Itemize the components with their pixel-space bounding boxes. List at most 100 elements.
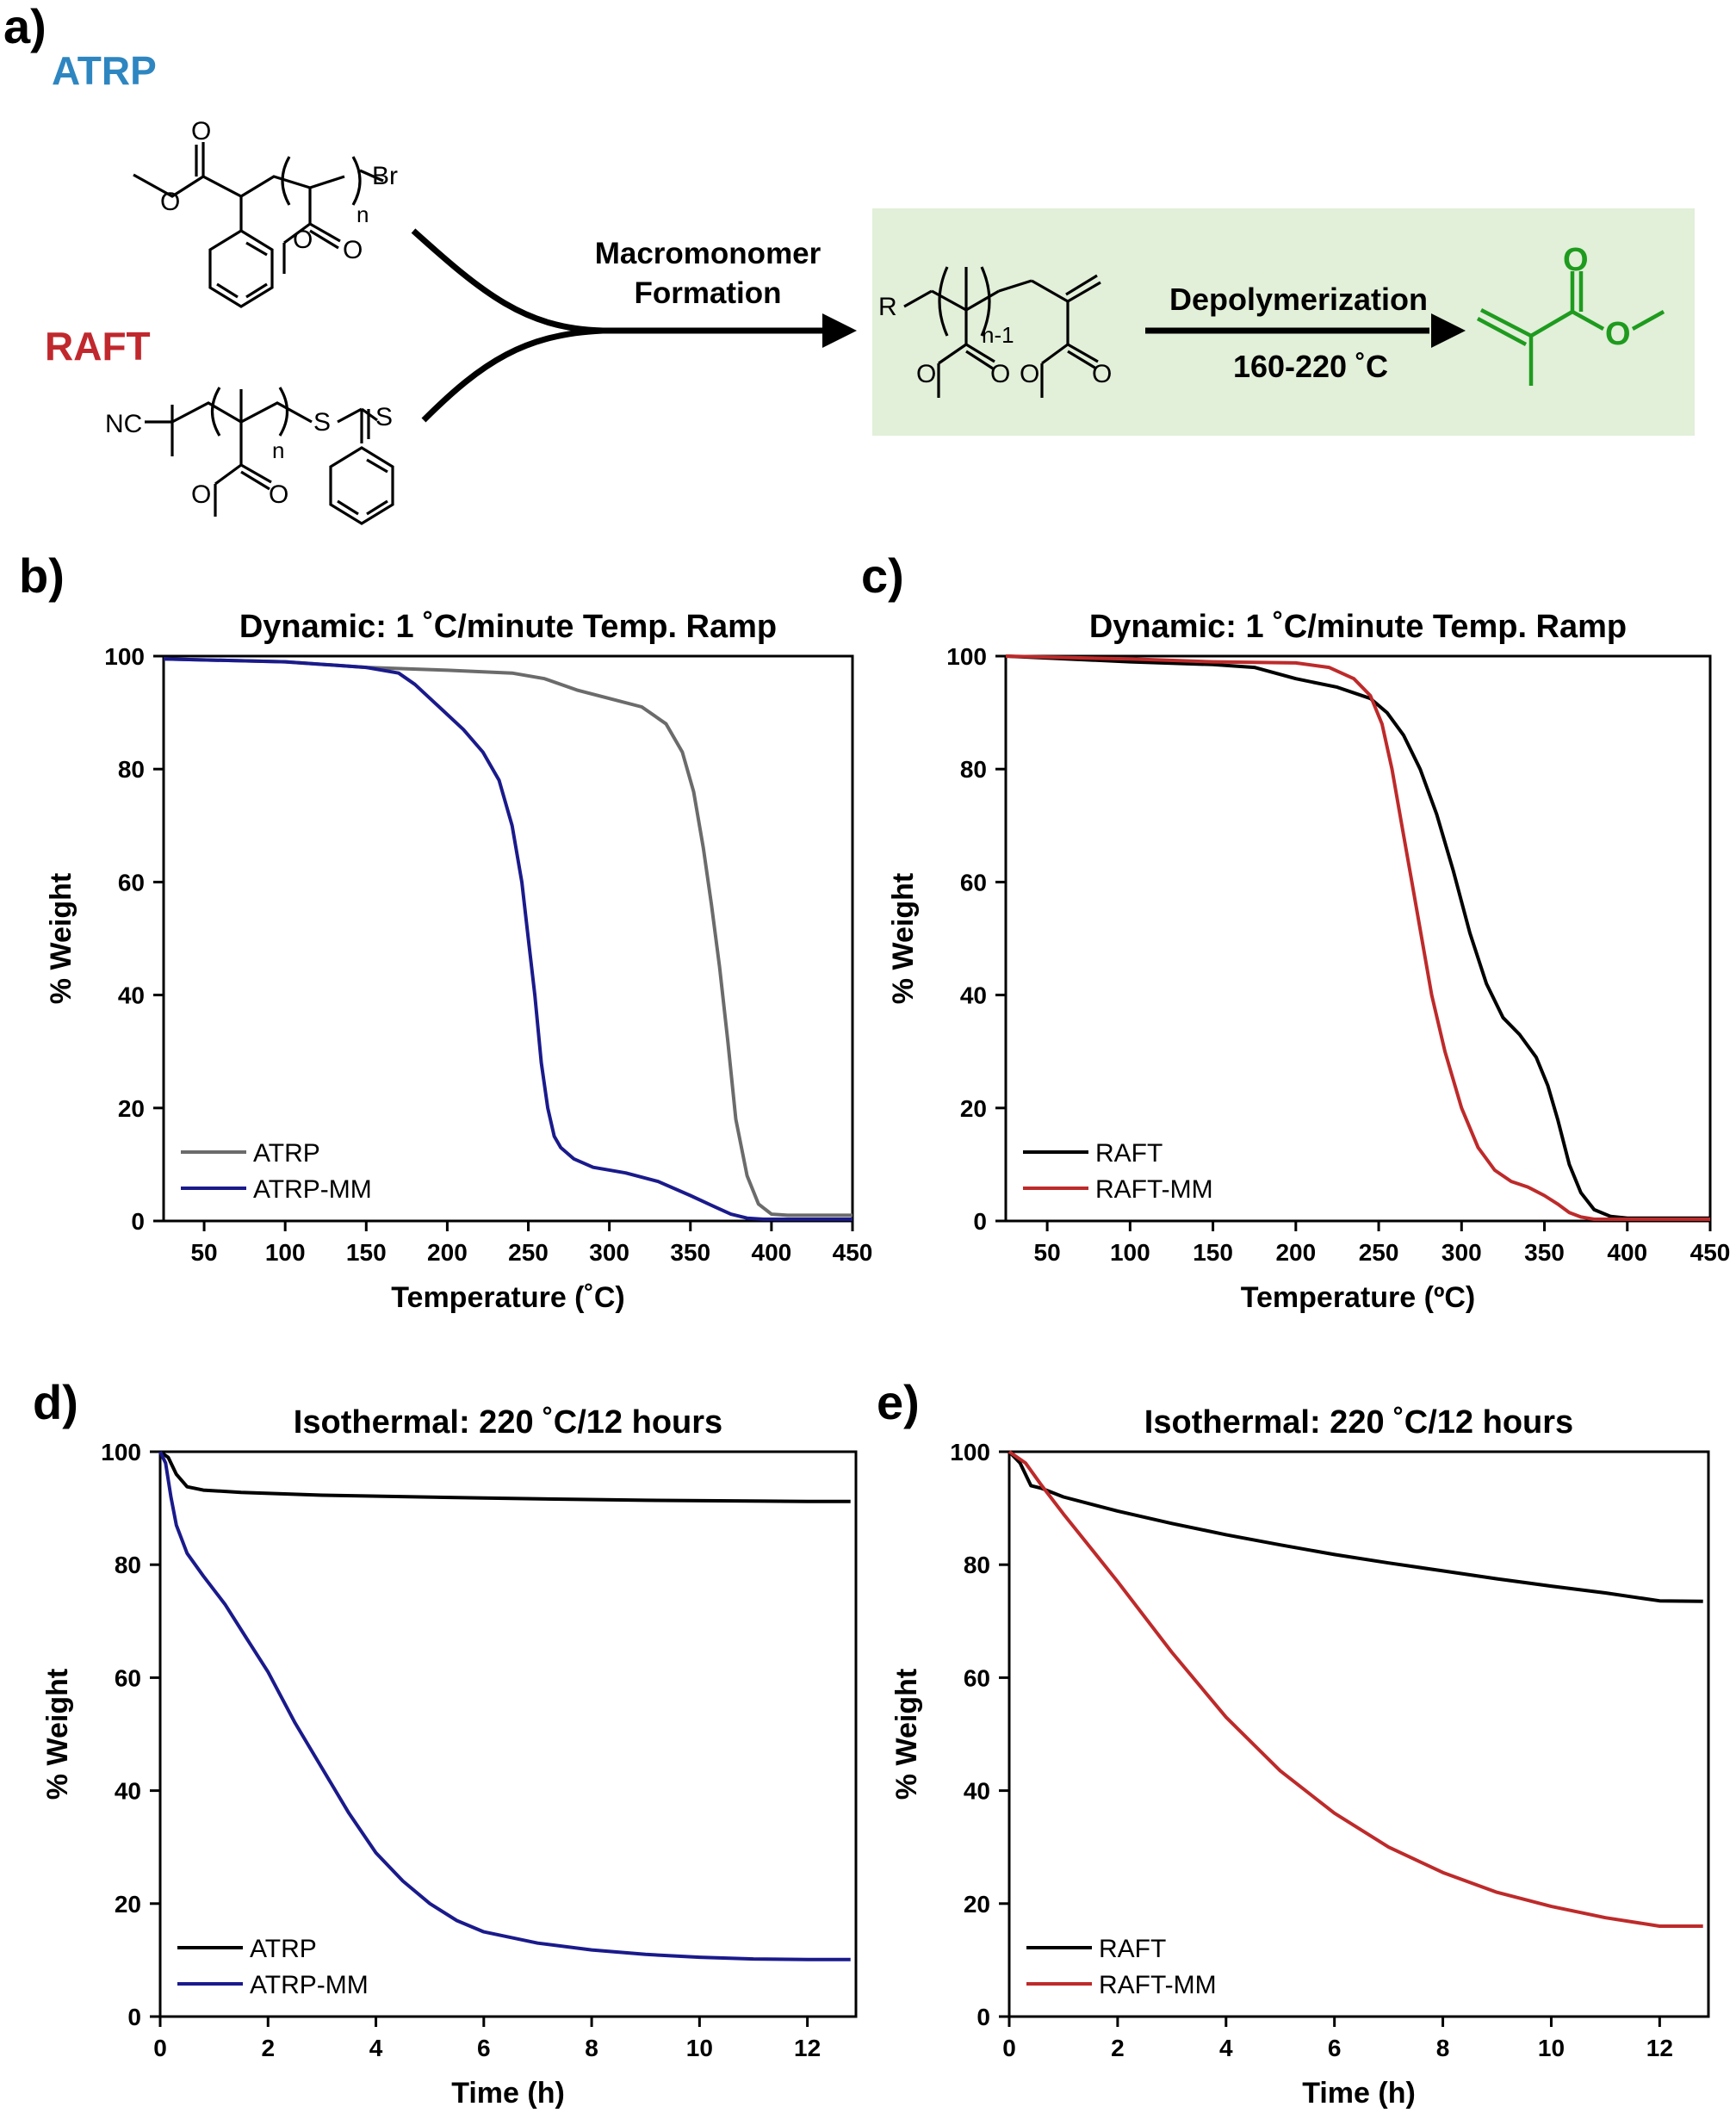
x-tick-label: 8 xyxy=(585,2035,598,2061)
series-line-atrp-mm xyxy=(158,1451,851,1961)
x-tick-label: 350 xyxy=(1524,1239,1565,1266)
plot-frame xyxy=(1004,654,1712,1223)
legend-label: RAFT-MM xyxy=(1099,1971,1217,1999)
y-tick-label: 20 xyxy=(960,1095,987,1122)
tga-isothermal-raft-chart: Isothermal: 220 ˚C/12 hours 0 2 4 6 8 10 12 0 20 4… xyxy=(890,1404,1710,2110)
y-tick-label: 100 xyxy=(104,643,145,670)
subscript-n: n xyxy=(356,201,369,227)
x-tick-label: 400 xyxy=(1607,1239,1647,1266)
atom-r: R xyxy=(878,293,897,321)
atom-o: O xyxy=(916,360,936,388)
panel-label-b: b) xyxy=(19,548,65,603)
x-tick-label: 350 xyxy=(670,1239,710,1266)
raft-label: RAFT xyxy=(45,324,151,369)
atom-s: S xyxy=(313,408,331,437)
y-tick-label: 60 xyxy=(964,1664,990,1691)
panel-label-c: c) xyxy=(861,548,904,603)
y-tick-label: 20 xyxy=(964,1891,990,1918)
plot-frame xyxy=(1008,1450,1710,2018)
atom-o: O xyxy=(990,360,1010,388)
y-tick-label: 80 xyxy=(964,1552,990,1578)
panel-label-e: e) xyxy=(877,1375,920,1429)
subscript-n-1: n-1 xyxy=(982,322,1014,348)
y-tick-label: 0 xyxy=(127,2004,141,2030)
arrow-label-formation: Formation xyxy=(634,276,781,310)
x-tick-label: 4 xyxy=(369,2035,383,2061)
arrow-label-conditions: 160-220 ˚C xyxy=(1233,349,1388,384)
y-tick-label: 100 xyxy=(946,643,987,670)
series-line-raft xyxy=(1008,1450,1703,1603)
arrow-label-macromonomer: Macromonomer xyxy=(595,237,822,270)
atom-o: O xyxy=(1563,242,1589,278)
x-tick-label: 6 xyxy=(477,2035,491,2061)
x-tick-label: 50 xyxy=(1034,1239,1061,1266)
x-tick-label: 250 xyxy=(508,1239,549,1266)
legend-label: RAFT-MM xyxy=(1095,1175,1213,1204)
legend-label: RAFT xyxy=(1099,1935,1166,1963)
atrp-label: ATRP xyxy=(52,48,157,93)
converging-arrow xyxy=(411,228,825,423)
x-tick-label: 50 xyxy=(190,1239,217,1266)
y-tick-label: 0 xyxy=(976,2004,990,2030)
x-tick-label: 150 xyxy=(346,1239,387,1266)
x-tick-label: 8 xyxy=(1436,2035,1450,2061)
y-tick-label: 80 xyxy=(118,756,145,783)
series-line-atrp xyxy=(158,1450,851,1503)
x-tick-label: 100 xyxy=(1110,1239,1150,1266)
x-tick-label: 200 xyxy=(427,1239,468,1266)
y-tick-label: 100 xyxy=(950,1439,990,1465)
series-line-raft-mm xyxy=(1005,654,1710,1221)
plot-frame xyxy=(162,654,854,1223)
scheme-panel: a) ATRP RAFT O O O O Br n xyxy=(3,0,1695,525)
x-tick-label: 10 xyxy=(686,2035,713,2061)
y-axis-label: % Weight xyxy=(887,873,920,1004)
y-tick-label: 60 xyxy=(115,1664,141,1691)
plot-frame xyxy=(158,1450,858,2018)
atom-o: O xyxy=(1605,316,1631,352)
x-tick-label: 450 xyxy=(833,1239,873,1266)
arrow-label-depolymerization: Depolymerization xyxy=(1169,282,1428,317)
legend-label: RAFT xyxy=(1095,1139,1162,1168)
atom-o: O xyxy=(269,480,288,509)
chart-title: Isothermal: 220 ˚C/12 hours xyxy=(294,1404,722,1441)
chart-title: Dynamic: 1 ˚C/minute Temp. Ramp xyxy=(1089,609,1627,645)
y-axis-label: % Weight xyxy=(45,873,78,1004)
arrow-head xyxy=(1431,313,1466,348)
mma-structure xyxy=(1476,271,1665,386)
y-axis-label: % Weight xyxy=(41,1669,74,1800)
y-tick-label: 100 xyxy=(101,1439,141,1465)
atom-o: O xyxy=(160,188,180,216)
x-tick-label: 250 xyxy=(1359,1239,1399,1266)
atom-nc: NC xyxy=(105,410,142,438)
y-tick-label: 40 xyxy=(964,1778,990,1805)
legend-label: ATRP-MM xyxy=(250,1971,369,1999)
y-tick-label: 20 xyxy=(118,1095,145,1122)
x-tick-label: 300 xyxy=(1442,1239,1482,1266)
y-tick-label: 60 xyxy=(118,869,145,895)
series-line-atrp xyxy=(163,657,852,1218)
x-tick-label: 10 xyxy=(1538,2035,1565,2061)
panel-label-d: d) xyxy=(33,1375,78,1429)
x-tick-label: 0 xyxy=(1002,2035,1016,2061)
atom-o: O xyxy=(191,117,211,146)
x-tick-label: 6 xyxy=(1328,2035,1342,2061)
atom-o: O xyxy=(1092,360,1112,388)
atom-o: O xyxy=(343,236,363,264)
x-tick-label: 2 xyxy=(1111,2035,1125,2061)
legend-label: ATRP xyxy=(253,1139,320,1168)
x-axis-label: Temperature (ºC) xyxy=(1241,1281,1476,1314)
series-line-atrp-mm xyxy=(163,657,852,1221)
legend-label: ATRP xyxy=(250,1935,317,1963)
x-tick-label: 450 xyxy=(1690,1239,1731,1266)
y-tick-label: 40 xyxy=(115,1778,141,1805)
arrow-head xyxy=(822,313,857,348)
x-tick-label: 0 xyxy=(153,2035,167,2061)
subscript-n: n xyxy=(272,437,284,463)
chart-title: Isothermal: 220 ˚C/12 hours xyxy=(1144,1404,1573,1441)
series-line-raft-mm xyxy=(1008,1450,1703,1928)
x-axis-label: Time (h) xyxy=(1302,2077,1416,2110)
raft-structure xyxy=(145,387,394,525)
series-line-raft xyxy=(1005,654,1710,1220)
y-tick-label: 20 xyxy=(115,1891,141,1918)
